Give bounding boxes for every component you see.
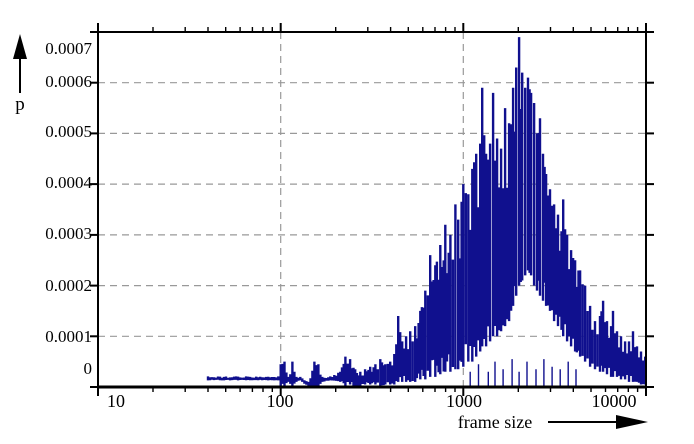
x-tick-label-10: 10 — [107, 391, 125, 411]
x-tick-label-1000: 1000 — [446, 391, 482, 411]
x-tick-label-10000: 10000 — [591, 391, 637, 411]
density-band — [206, 37, 647, 387]
x-tick-label-100: 100 — [266, 391, 294, 411]
y-axis-arrow-icon — [13, 34, 27, 93]
y-tick-label-7: 0.0007 — [45, 39, 92, 58]
y-tick-label-4: 0.0004 — [45, 173, 92, 192]
x-axis-title: frame size — [457, 412, 533, 432]
y-tick-label-3: 0.0003 — [45, 224, 92, 243]
x-axis-arrow-icon — [548, 415, 648, 429]
y-tick-label-2: 0.0002 — [45, 276, 92, 295]
y-axis-title: p — [15, 94, 25, 115]
y-tick-label-1: 0.0001 — [45, 327, 92, 346]
floor-spikes — [469, 359, 577, 387]
y-tick-label-0: 0 — [83, 359, 93, 378]
y-tick-label-6: 0.0006 — [45, 72, 92, 91]
y-tick-label-5: 0.0005 — [45, 122, 92, 141]
